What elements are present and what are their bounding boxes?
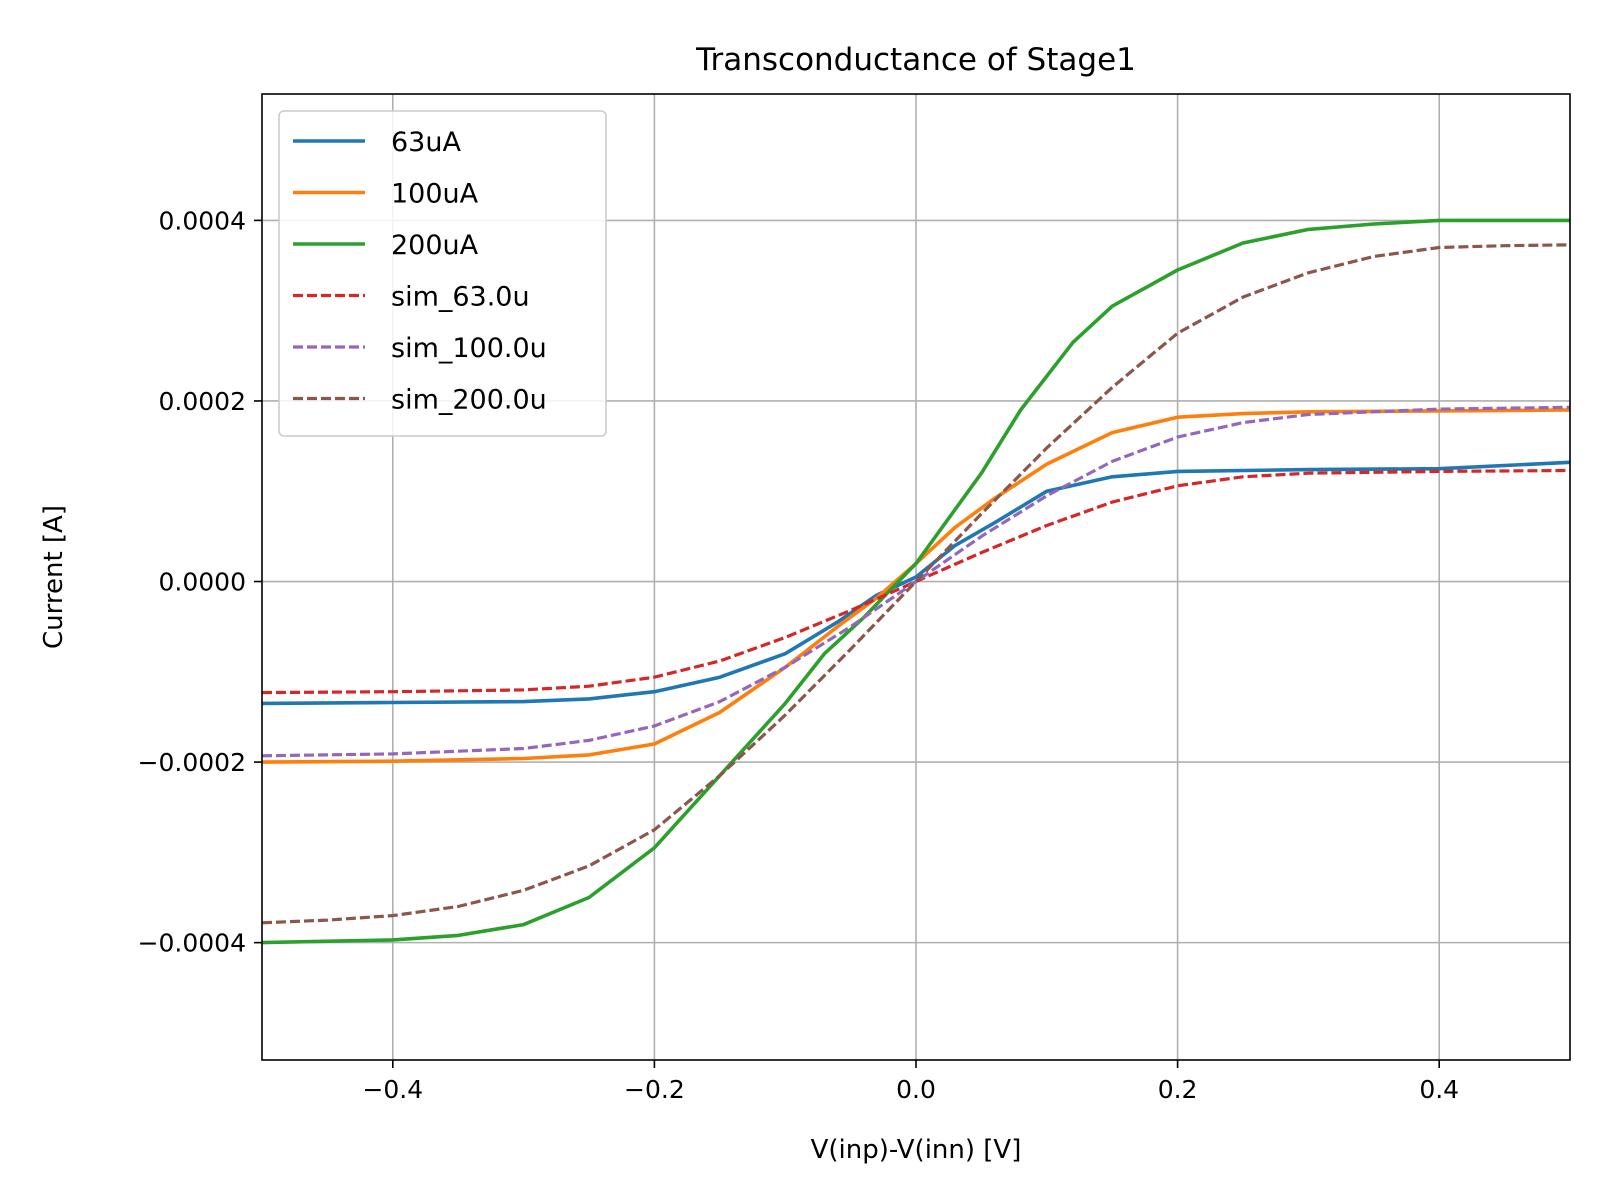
x-tick-label: 0.2 bbox=[1158, 1075, 1198, 1104]
x-tick-label: 0.4 bbox=[1419, 1075, 1459, 1104]
y-tick-label: −0.0004 bbox=[138, 929, 246, 958]
x-axis-ticks: −0.4 −0.2 0.0 0.2 0.4 bbox=[362, 1060, 1459, 1104]
x-tick-label: −0.4 bbox=[362, 1075, 423, 1104]
x-tick-label: −0.2 bbox=[624, 1075, 685, 1104]
series-line-sim-200-0u bbox=[262, 243, 1570, 925]
y-axis-ticks: −0.0004 −0.0002 0.0000 0.0002 0.0004 bbox=[138, 206, 262, 958]
x-axis-label: V(inp)-V(inn) [V] bbox=[811, 1135, 1022, 1165]
y-axis-label: Current [A] bbox=[39, 505, 69, 649]
legend: 63uA 100uA 200uA sim_63.0u sim_100.0u sim_200… bbox=[278, 110, 607, 437]
y-tick-label: 0.0000 bbox=[159, 568, 246, 597]
series-layer bbox=[262, 218, 1570, 945]
legend-label: sim_63.0u bbox=[391, 282, 530, 313]
x-tick-label: 0.0 bbox=[896, 1075, 936, 1104]
legend-label: 200uA bbox=[391, 230, 479, 261]
series-line-sim-100-0u bbox=[262, 405, 1570, 758]
chart-title: Transconductance of Stage1 bbox=[695, 42, 1136, 78]
legend-label: sim_200.0u bbox=[391, 385, 547, 416]
legend-label: 63uA bbox=[391, 127, 461, 158]
legend-label: 100uA bbox=[391, 179, 479, 210]
y-tick-label: 0.0004 bbox=[159, 206, 246, 235]
grid bbox=[262, 94, 1570, 1060]
y-tick-label: −0.0002 bbox=[138, 748, 246, 777]
series-line-200ua bbox=[262, 218, 1570, 945]
legend-label: sim_100.0u bbox=[391, 333, 547, 364]
y-tick-label: 0.0002 bbox=[159, 387, 246, 416]
